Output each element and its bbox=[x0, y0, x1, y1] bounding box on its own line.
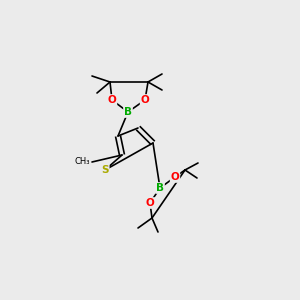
Text: CH₃: CH₃ bbox=[74, 158, 90, 166]
Text: S: S bbox=[101, 165, 109, 175]
Text: O: O bbox=[141, 95, 149, 105]
Text: B: B bbox=[156, 183, 164, 193]
Text: O: O bbox=[146, 198, 154, 208]
Text: O: O bbox=[108, 95, 116, 105]
Text: O: O bbox=[171, 172, 179, 182]
Text: B: B bbox=[124, 107, 132, 117]
